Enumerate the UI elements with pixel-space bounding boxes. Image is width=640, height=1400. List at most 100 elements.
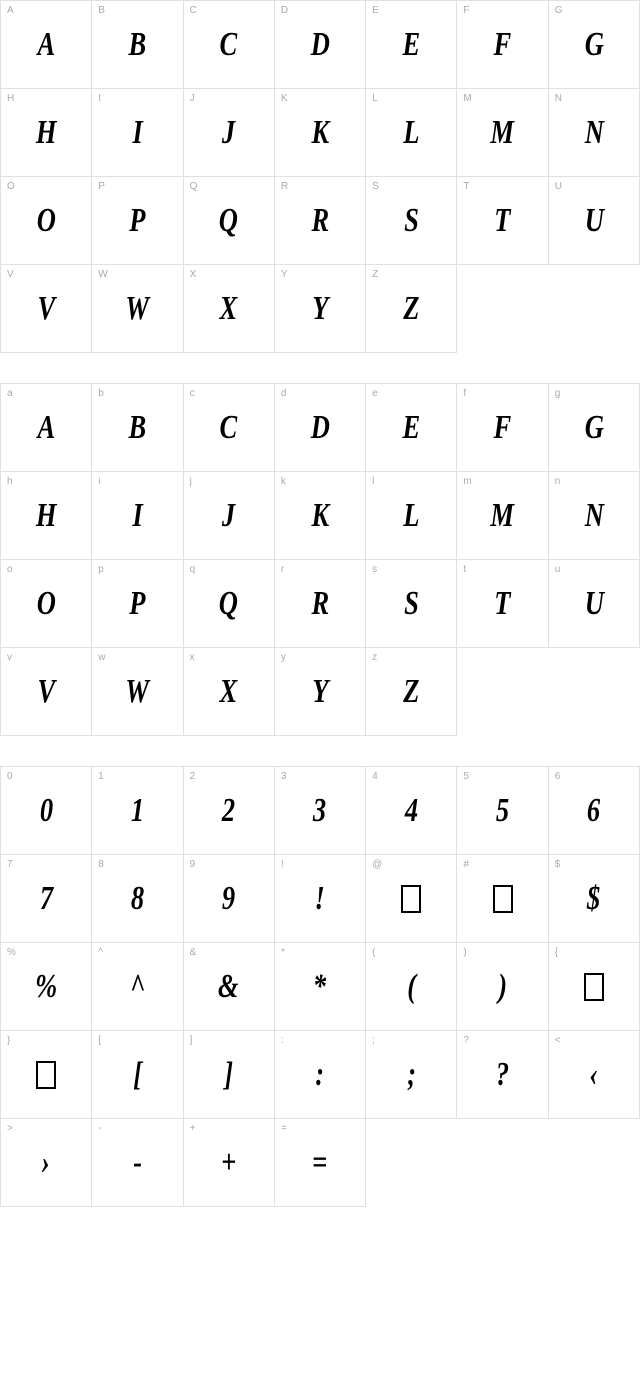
glyph-label: z xyxy=(372,652,377,663)
glyph-display: F xyxy=(494,28,512,62)
glyph-display: Z xyxy=(403,292,419,326)
glyph-cell: 99 xyxy=(184,855,275,943)
glyph-cell: )) xyxy=(457,943,548,1031)
empty-cell xyxy=(366,1119,457,1207)
glyph-display: U xyxy=(584,587,603,621)
glyph-label: = xyxy=(281,1123,287,1134)
glyph-display: ‹ xyxy=(589,1058,598,1092)
glyph-cell: HH xyxy=(1,89,92,177)
glyph-label: 9 xyxy=(190,859,196,870)
glyph-display: H xyxy=(36,499,57,533)
glyph-display: ( xyxy=(407,970,416,1004)
glyph-label: J xyxy=(190,93,195,104)
glyph-grid: AABBCCDDEEFFGGHHIIJJKKLLMMNNOOPPQQRRSSTT… xyxy=(0,0,640,353)
glyph-label: { xyxy=(555,947,558,958)
glyph-display: 0 xyxy=(40,794,53,828)
missing-glyph-icon xyxy=(36,1061,56,1089)
glyph-cell: aA xyxy=(1,384,92,472)
glyph-label: & xyxy=(190,947,197,958)
glyph-cell: vV xyxy=(1,648,92,736)
glyph-grid: aAbBcCdDeEfFgGhHiIjJkKlLmMnNoOpPqQrRsStT… xyxy=(0,383,640,736)
glyph-label: P xyxy=(98,181,105,192)
glyph-display: 9 xyxy=(222,882,235,916)
glyph-label: Q xyxy=(190,181,198,192)
glyph-label: B xyxy=(98,5,105,16)
glyph-label: I xyxy=(98,93,101,104)
glyph-display: Z xyxy=(403,675,419,709)
glyph-label: i xyxy=(98,476,100,487)
missing-glyph-icon xyxy=(401,885,421,913)
font-character-map: AABBCCDDEEFFGGHHIIJJKKLLMMNNOOPPQQRRSSTT… xyxy=(0,0,640,1207)
glyph-label: 2 xyxy=(190,771,196,782)
glyph-display: 4 xyxy=(405,794,418,828)
glyph-label: * xyxy=(281,947,285,958)
glyph-cell: AA xyxy=(1,1,92,89)
glyph-cell: ++ xyxy=(184,1119,275,1207)
glyph-label: d xyxy=(281,388,287,399)
glyph-display: ; xyxy=(407,1058,416,1092)
glyph-cell: [[ xyxy=(92,1031,183,1119)
missing-glyph-icon xyxy=(584,973,604,1001)
glyph-cell: <‹ xyxy=(549,1031,640,1119)
glyph-display: 8 xyxy=(131,882,144,916)
glyph-display: P xyxy=(129,587,145,621)
glyph-cell: fF xyxy=(457,384,548,472)
glyph-cell: PP xyxy=(92,177,183,265)
glyph-display: 5 xyxy=(496,794,509,828)
glyph-cell: XX xyxy=(184,265,275,353)
glyph-cell: 33 xyxy=(275,767,366,855)
glyph-display: E xyxy=(402,411,420,445)
glyph-display: H xyxy=(36,116,57,150)
glyph-grid: 00112233445566778899!!@#$$%%^^&&**(()){}… xyxy=(0,766,640,1207)
glyph-display: R xyxy=(311,204,329,238)
glyph-display: A xyxy=(37,411,55,445)
glyph-label: 3 xyxy=(281,771,287,782)
glyph-display: Y xyxy=(312,292,328,326)
glyph-cell: CC xyxy=(184,1,275,89)
glyph-display: › xyxy=(42,1146,51,1180)
glyph-cell: YY xyxy=(275,265,366,353)
glyph-display: I xyxy=(132,499,142,533)
glyph-cell: VV xyxy=(1,265,92,353)
glyph-cell: EE xyxy=(366,1,457,89)
glyph-cell: lL xyxy=(366,472,457,560)
glyph-label: N xyxy=(555,93,562,104)
glyph-cell: iI xyxy=(92,472,183,560)
glyph-label: 6 xyxy=(555,771,561,782)
glyph-label: E xyxy=(372,5,379,16)
glyph-display: M xyxy=(491,499,515,533)
glyph-label: 5 xyxy=(463,771,469,782)
glyph-cell: == xyxy=(275,1119,366,1207)
glyph-display: = xyxy=(312,1146,327,1180)
glyph-display: R xyxy=(311,587,329,621)
glyph-display: K xyxy=(311,499,329,533)
glyph-label: h xyxy=(7,476,13,487)
glyph-cell: hH xyxy=(1,472,92,560)
glyph-label: r xyxy=(281,564,284,575)
glyph-display: N xyxy=(584,116,603,150)
glyph-display: S xyxy=(404,587,419,621)
glyph-label: M xyxy=(463,93,471,104)
glyph-label: # xyxy=(463,859,469,870)
empty-cell xyxy=(549,648,640,736)
glyph-cell: DD xyxy=(275,1,366,89)
glyph-display: V xyxy=(37,292,55,326)
glyph-label: D xyxy=(281,5,288,16)
glyph-label: ( xyxy=(372,947,375,958)
glyph-label: p xyxy=(98,564,104,575)
glyph-label: - xyxy=(98,1123,101,1134)
glyph-cell: MM xyxy=(457,89,548,177)
glyph-display: L xyxy=(403,499,419,533)
glyph-cell: nN xyxy=(549,472,640,560)
empty-cell xyxy=(457,265,548,353)
glyph-label: ) xyxy=(463,947,466,958)
glyph-label: A xyxy=(7,5,14,16)
glyph-display: $ xyxy=(587,882,600,916)
glyph-label: @ xyxy=(372,859,382,870)
glyph-label: + xyxy=(190,1123,196,1134)
glyph-label: H xyxy=(7,93,14,104)
empty-cell xyxy=(549,265,640,353)
glyph-cell: SS xyxy=(366,177,457,265)
glyph-display: O xyxy=(37,204,56,238)
glyph-cell: ** xyxy=(275,943,366,1031)
